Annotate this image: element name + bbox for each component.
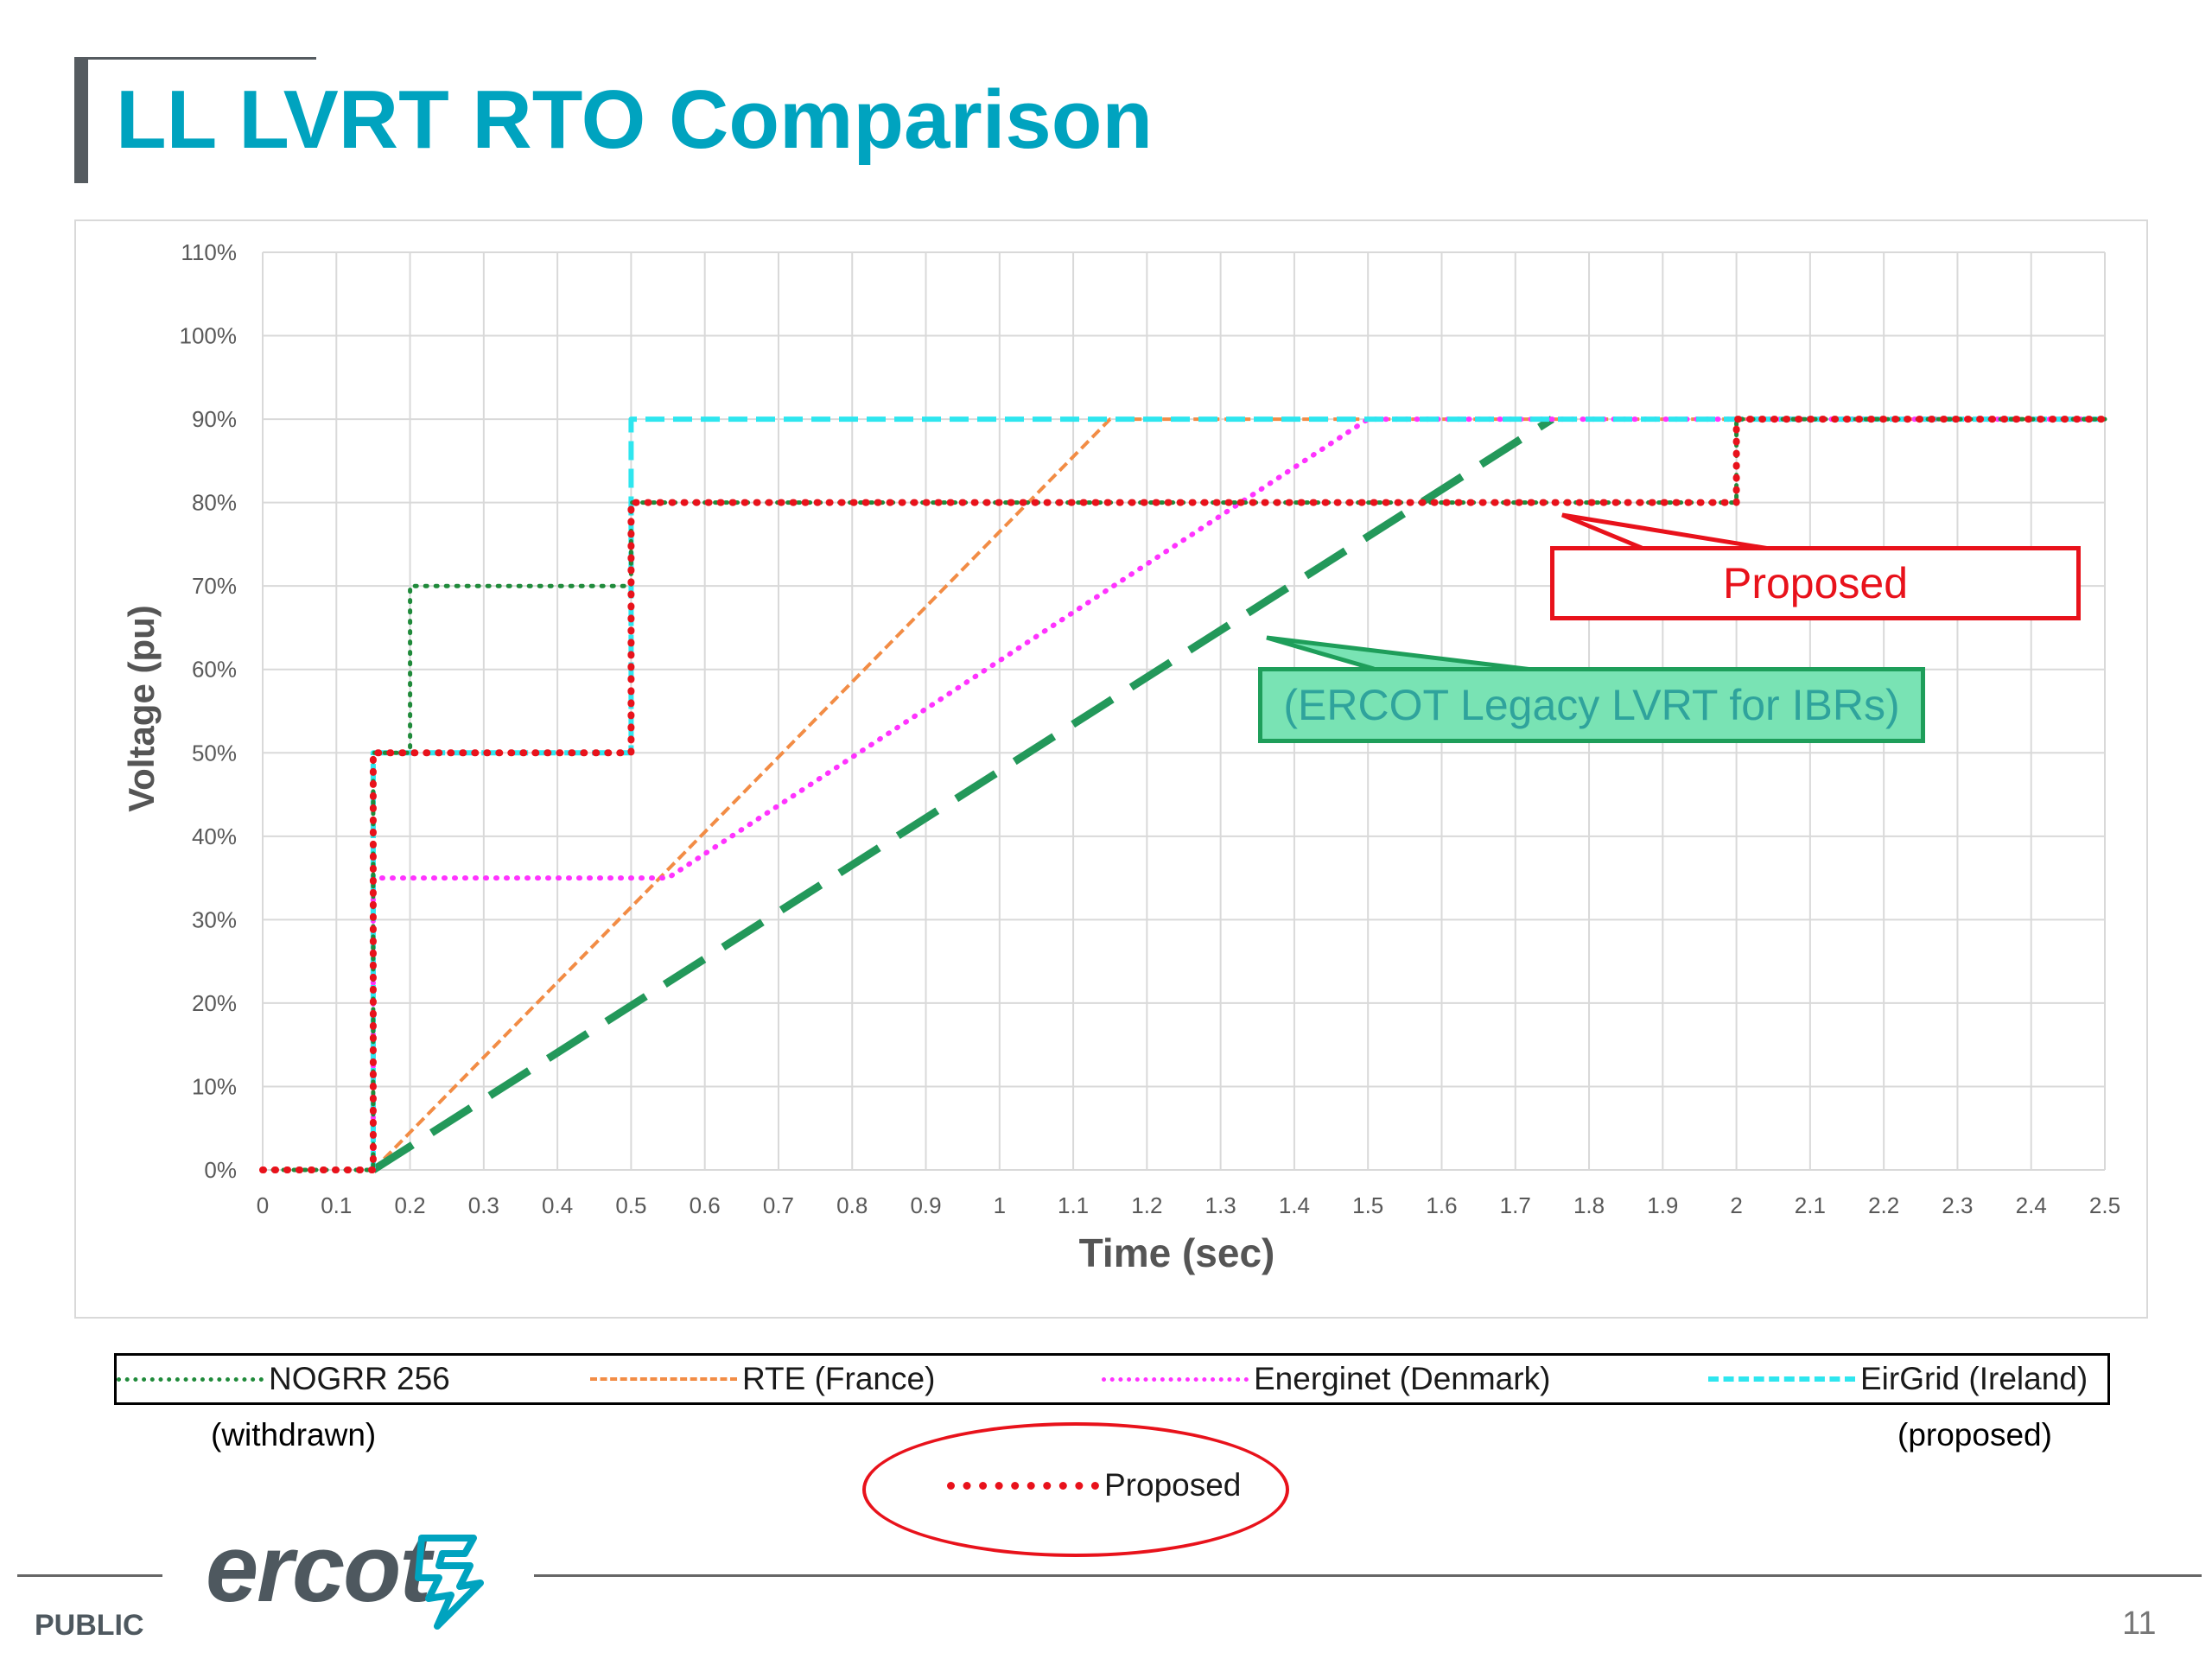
x-tick-label: 0.4 — [542, 1192, 573, 1218]
y-tick-label: 70% — [192, 573, 237, 599]
legend-item-nogrr: NOGRR 256 — [117, 1356, 450, 1402]
x-tick-label: 1.9 — [1647, 1192, 1678, 1218]
y-tick-label: 50% — [192, 740, 237, 766]
x-tick-label: 2.4 — [2016, 1192, 2047, 1218]
legend-swatch-energinet — [1102, 1376, 1249, 1382]
x-tick-label: 1.7 — [1500, 1192, 1531, 1218]
y-tick-label: 10% — [192, 1073, 237, 1099]
title-accent-line — [74, 57, 316, 60]
x-tick-label: 2.3 — [1942, 1192, 1973, 1218]
x-axis-label: Time (sec) — [1079, 1230, 1275, 1275]
x-tick-label: 0.2 — [394, 1192, 425, 1218]
legend-item-rte: RTE (France) — [590, 1356, 935, 1402]
chart-frame — [74, 219, 2148, 1319]
x-tick-label: 1.8 — [1573, 1192, 1605, 1218]
legend-swatch-nogrr — [117, 1376, 264, 1382]
proposed-annotation: Proposed — [1550, 546, 2081, 620]
legend-label-energinet: Energinet (Denmark) — [1254, 1361, 1551, 1396]
x-tick-label: 1.2 — [1131, 1192, 1162, 1218]
ercot-logo-icon — [415, 1535, 484, 1630]
series-ercot-legacy-lvrt — [371, 416, 1554, 1173]
chart-tick-labels: 0 0.1 0.2 0.3 0.4 0.5 0.6 0.7 0.8 0.9 1 1.1 1.2 1.3 1.… — [180, 239, 2121, 1218]
chart-series — [259, 416, 2108, 1173]
legend-label-proposed: Proposed — [1104, 1467, 1242, 1503]
legend-swatch-eirgrid — [1708, 1376, 1855, 1382]
legend-item-eirgrid: EirGrid (Ireland) — [1708, 1356, 2088, 1402]
x-tick-label: 0.9 — [910, 1192, 941, 1218]
x-tick-label: 0.1 — [321, 1192, 352, 1218]
proposed-legend-highlight-circle — [862, 1422, 1289, 1557]
x-tick-label: 1.5 — [1352, 1192, 1383, 1218]
proposed-note: (proposed) — [1897, 1417, 2052, 1452]
y-tick-label: 60% — [192, 657, 237, 683]
legacy-lvrt-annotation: (ERCOT Legacy LVRT for IBRs) — [1258, 667, 1925, 743]
slide-title: LL LVRT RTO Comparison — [116, 73, 1154, 166]
y-tick-label: 20% — [192, 990, 237, 1016]
y-tick-label: 80% — [192, 490, 237, 516]
y-tick-label: 90% — [192, 406, 237, 432]
x-tick-label: 0.8 — [836, 1192, 868, 1218]
x-tick-label: 2 — [1730, 1192, 1742, 1218]
ercot-logo-text: ercot — [206, 1516, 431, 1622]
legend-swatch-rte — [590, 1377, 737, 1381]
y-tick-label: 110% — [181, 239, 237, 265]
legend: NOGRR 256 RTE (France) Energinet (Denmar… — [114, 1353, 2110, 1405]
x-tick-label: 0 — [257, 1192, 269, 1218]
y-tick-label: 30% — [192, 906, 237, 932]
series-proposed — [259, 416, 2108, 1173]
x-tick-label: 1.6 — [1426, 1192, 1457, 1218]
x-tick-label: 0.3 — [468, 1192, 499, 1218]
x-tick-label: 2.5 — [2089, 1192, 2120, 1218]
y-axis-label: Voltage (pu) — [121, 605, 162, 812]
page-number: 11 — [2122, 1605, 2157, 1642]
legend-label-eirgrid: EirGrid (Ireland) — [1860, 1361, 2088, 1396]
x-tick-label: 0.5 — [615, 1192, 646, 1218]
x-tick-label: 0.6 — [690, 1192, 721, 1218]
legend-item-proposed: Proposed — [947, 1462, 1241, 1509]
title-accent-bar — [74, 57, 88, 183]
x-tick-label: 0.7 — [763, 1192, 794, 1218]
x-tick-label: 1.4 — [1279, 1192, 1310, 1218]
legend-item-energinet: Energinet (Denmark) — [1102, 1356, 1550, 1402]
y-tick-label: 40% — [192, 823, 237, 849]
footer-divider-left — [17, 1574, 162, 1577]
legend-label-nogrr: NOGRR 256 — [269, 1361, 450, 1396]
x-tick-label: 2.1 — [1795, 1192, 1826, 1218]
legend-swatch-proposed — [947, 1481, 1099, 1490]
withdrawn-note: (withdrawn) — [211, 1417, 377, 1452]
x-tick-label: 1.1 — [1058, 1192, 1089, 1218]
y-tick-label: 0% — [204, 1157, 237, 1183]
x-tick-label: 2.2 — [1868, 1192, 1899, 1218]
x-tick-label: 1 — [994, 1192, 1006, 1218]
legend-label-rte: RTE (France) — [742, 1361, 936, 1396]
y-tick-label: 100% — [180, 323, 238, 349]
x-tick-label: 1.3 — [1205, 1192, 1236, 1218]
footer-divider-right — [534, 1574, 2202, 1577]
footer-public-label: PUBLIC — [35, 1609, 144, 1642]
series-nogrr-256 — [260, 416, 2107, 1173]
